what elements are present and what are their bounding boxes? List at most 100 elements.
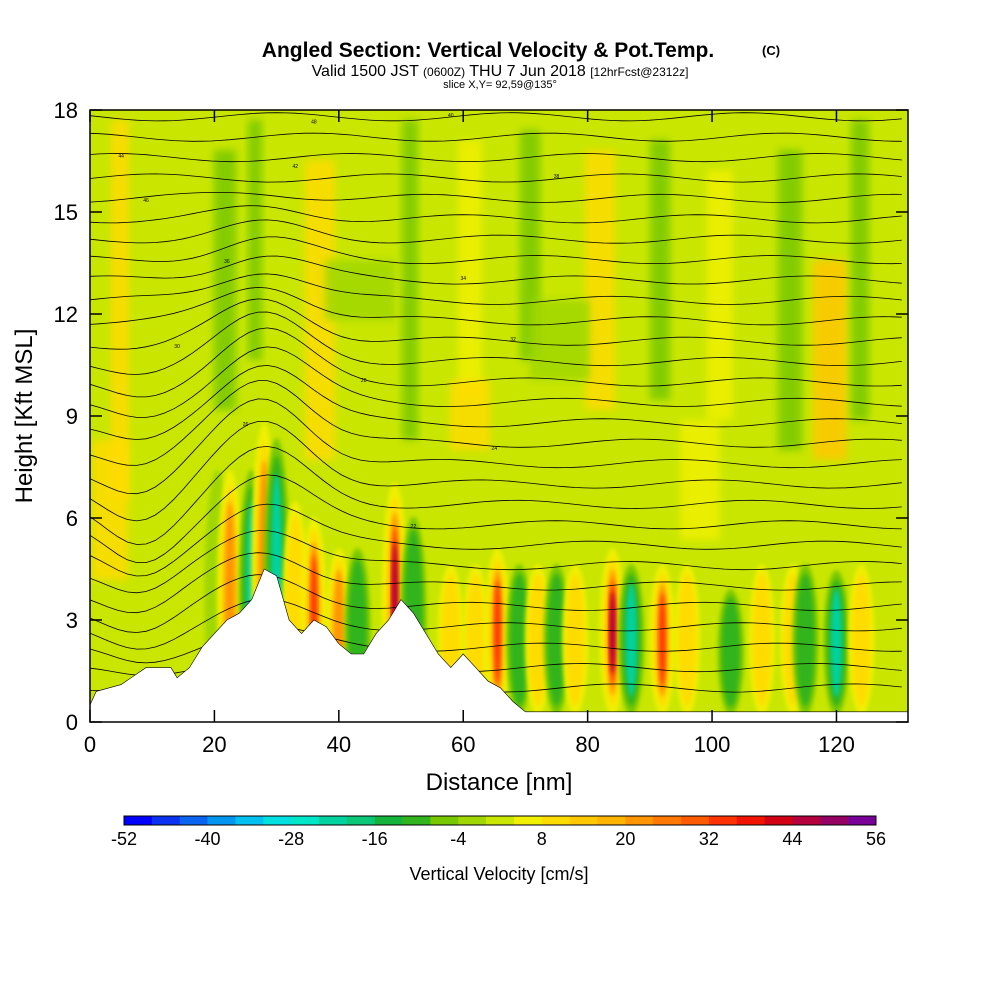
y-tick-label: 9 [66,404,78,429]
texture-patch [450,380,490,450]
theta-contour-label: 40 [448,113,454,119]
theta-contour-line [90,474,902,563]
theta-contour-line [90,380,902,466]
theta-contour-line [90,327,902,398]
vv-column [618,563,645,716]
theta-contour-line [90,421,902,522]
theta-contour-label: 22 [411,524,417,530]
colorbar-title: Vertical Velocity [cm/s] [409,864,588,884]
theta-contour-label: 44 [118,154,124,160]
vv-column [792,563,819,716]
texture-patch [851,120,869,420]
colorbar-swatch [736,816,765,825]
vv-column [674,563,701,716]
colorbar-swatch [124,816,153,825]
chart-title: Angled Section: Vertical Velocity & Pot.… [262,39,714,62]
colorbar-swatch [235,816,264,825]
vv-contour-fill [494,580,501,685]
texture-patch [402,120,418,440]
colorbar-swatch [681,816,710,825]
colorbar-swatch [569,816,598,825]
colorbar-swatch [653,816,682,825]
vv-column [823,570,850,716]
theta-contour-line [90,298,902,350]
theta-contour-line [90,574,902,633]
colorbar-tick-label: 8 [537,829,547,849]
colorbar-swatch [151,816,181,825]
colorbar-tick-label: -40 [195,829,221,849]
colorbar-swatch [291,816,320,825]
theta-contour-line [90,364,902,440]
vv-contour-fill [852,573,871,707]
colorbar-swatch [513,816,543,825]
texture-patch [530,300,590,380]
x-tick-label: 100 [694,732,731,757]
colorbar-swatch [430,816,459,825]
texture-patch [813,260,847,460]
colorbar-swatch [541,816,570,825]
colorbar-swatch [597,816,626,825]
colorbar-swatch [458,816,487,825]
colorbar-swatch [486,816,515,825]
colorbar-frame [123,815,877,826]
theta-contour-label: 46 [143,198,149,204]
vv-contour-fill [721,597,741,708]
vv-contour-fill [752,573,772,707]
vv-column [543,563,570,716]
theta-contour-line [90,598,902,650]
valid-date: THU 7 Jun 2018 [469,63,586,80]
theta-contour-label: 48 [311,120,317,126]
vv-contour-fill [609,590,616,674]
theta-contour-label: 26 [243,422,249,428]
theta-contour-label: 38 [554,174,560,180]
texture-patch [458,140,482,400]
theta-contour-label: 36 [224,259,230,265]
slice-info: slice X,Y= 92,59@135° [443,79,557,91]
x-tick-label: 60 [451,732,475,757]
x-tick-label: 40 [327,732,351,757]
terrain [90,568,908,722]
valid-time-line: Valid 1500 JST (0600Z) THU 7 Jun 2018 [1… [312,63,689,80]
theta-contour-line [90,398,902,495]
theta-contour-line [90,311,902,375]
forecast-info: [12hrFcst@2312z] [590,65,688,79]
colorbar-tick-label: -52 [111,829,137,849]
vv-column [506,563,533,716]
texture-patch [325,260,395,320]
velocity-field [92,120,869,580]
texture-patch [111,120,129,500]
vv-column [484,548,511,717]
theta-contour-label: 28 [361,378,367,384]
theta-contour-line [90,445,902,545]
valid-time-zulu: (0600Z) [423,65,465,79]
theta-contour-line [90,273,902,305]
x-axis-label: Distance [nm] [426,769,573,796]
y-tick-label: 18 [54,98,78,123]
theta-contour-line [90,153,902,163]
vv-column [562,563,589,716]
x-tick-label: 0 [84,732,96,757]
theta-contour-line [90,205,902,224]
colorbar-swatch [263,816,292,825]
vv-contour-fill [565,573,585,707]
y-tick-label: 0 [66,710,78,735]
theta-contour-line [90,530,902,594]
y-tick-label: 3 [66,608,78,633]
colorbar-tick-label: 32 [699,829,719,849]
colorbar-swatch [848,816,877,825]
theta-contour-line [90,503,902,577]
theta-contour-line [90,255,902,285]
colorbar-swatch [764,816,793,825]
colorbar-swatch [792,816,821,825]
theta-contour-line [90,236,902,265]
theta-contour-line [90,192,902,203]
copyright-mark: (C) [762,43,780,58]
theta-contour-line [90,112,902,122]
y-tick-label: 12 [54,302,78,327]
theta-contour-line [90,346,902,418]
x-tick-label: 80 [575,732,599,757]
colorbar-swatch [179,816,208,825]
vv-contour-fill [659,592,666,688]
colorbar-tick-label: 44 [782,829,802,849]
